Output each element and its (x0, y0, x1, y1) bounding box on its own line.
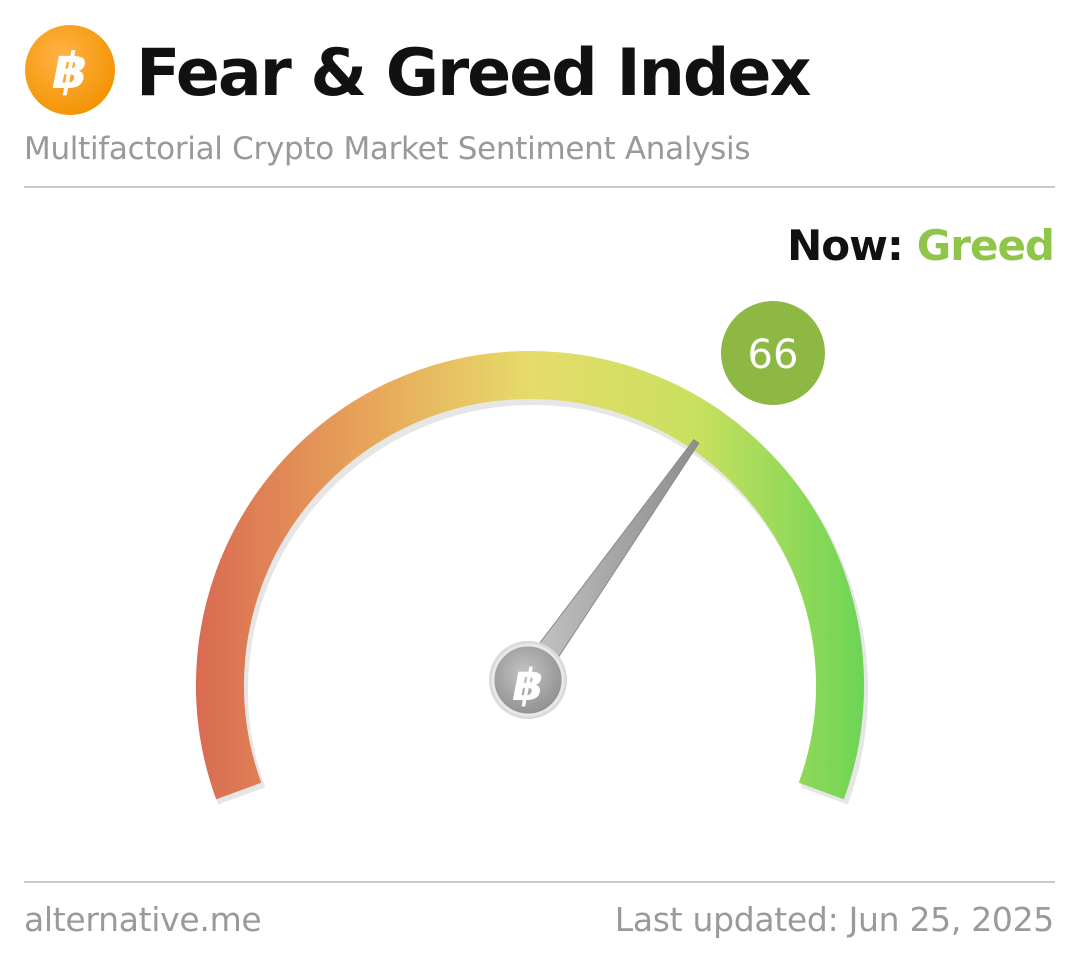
source-link[interactable]: alternative.me (24, 900, 262, 939)
hub-bitcoin-icon: ฿ (513, 660, 544, 711)
now-label: Now: (787, 221, 904, 270)
page-subtitle: Multifactorial Crypto Market Sentiment A… (24, 131, 751, 167)
current-sentiment: Now: Greed (787, 218, 1055, 274)
page-title: Fear & Greed Index (136, 36, 811, 111)
sentiment-classification: Greed (916, 221, 1055, 270)
last-updated: Last updated: Jun 25, 2025 (614, 900, 1055, 939)
gauge-hub: ฿ (489, 641, 567, 719)
bitcoin-logo-icon: ฿ (25, 25, 115, 115)
value-badge: 66 (721, 301, 825, 405)
header-divider (24, 186, 1055, 188)
index-value: 66 (748, 332, 799, 378)
gauge-arc (196, 350, 864, 800)
footer-divider (24, 881, 1055, 883)
svg-text:฿: ฿ (53, 42, 88, 100)
